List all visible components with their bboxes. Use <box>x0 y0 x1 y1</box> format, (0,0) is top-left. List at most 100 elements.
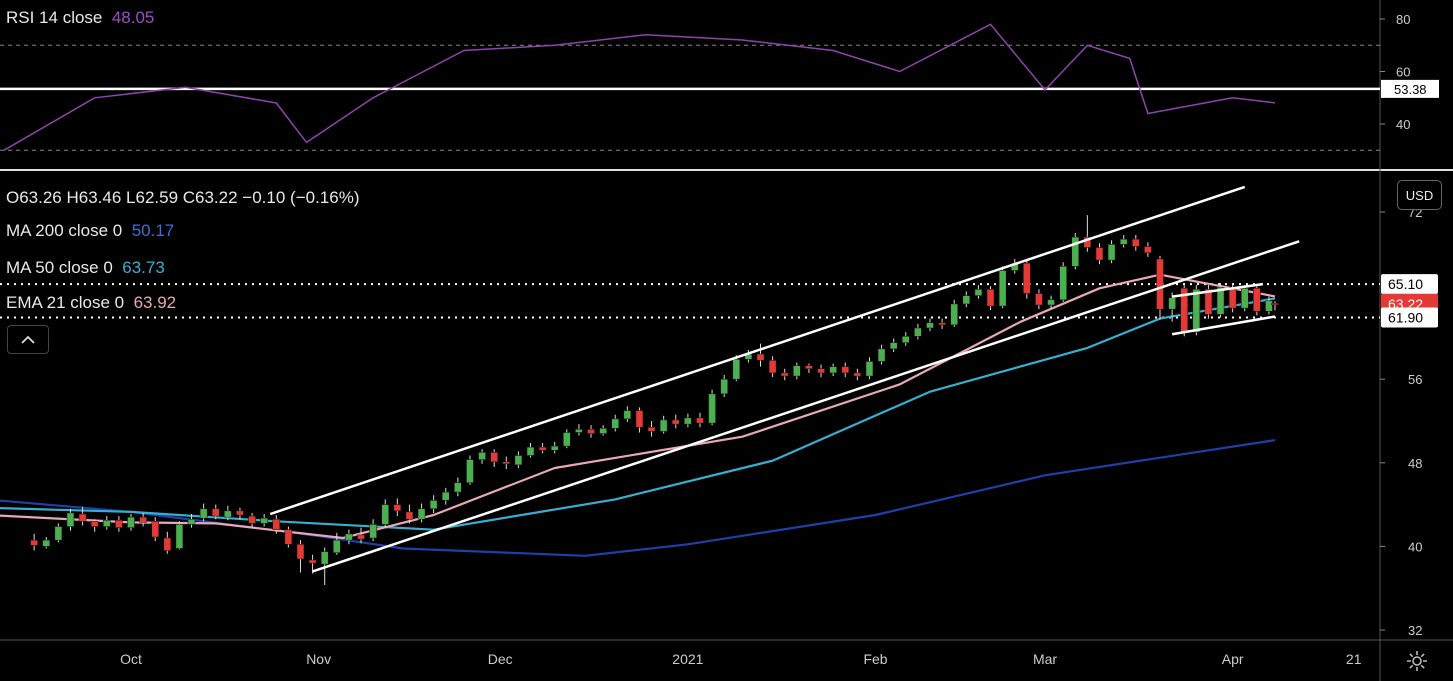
candle-body <box>902 336 910 343</box>
candle-body <box>611 418 619 429</box>
candle-body <box>236 510 244 516</box>
candle-body <box>1156 258 1164 310</box>
candle-body <box>926 322 934 329</box>
candle-body <box>587 429 595 434</box>
candle-body <box>1023 262 1031 294</box>
candle-body <box>514 455 523 466</box>
candle-body <box>1119 238 1128 245</box>
rsi-marked-label: 53.38 <box>1394 82 1427 97</box>
price-label: 65.10 <box>1388 276 1423 292</box>
price-label-bg <box>1381 307 1438 328</box>
price-tick-label: 56 <box>1408 372 1422 387</box>
candle-body <box>1047 299 1055 306</box>
candle-body <box>684 417 692 425</box>
candle-body <box>187 518 196 525</box>
price-tick-label: 48 <box>1408 456 1422 471</box>
time-axis-label: Oct <box>120 651 142 667</box>
candle-body <box>466 459 474 483</box>
candle-body <box>986 289 995 307</box>
ma-line <box>0 273 1276 540</box>
time-axis-label: Feb <box>863 651 887 667</box>
candle-body <box>308 559 317 564</box>
price-label: 61.90 <box>1388 310 1423 326</box>
candle-body <box>248 515 256 524</box>
candle-body <box>66 512 75 527</box>
candle-body <box>950 303 958 326</box>
candle-body <box>429 500 438 510</box>
candle-body <box>405 511 414 520</box>
rsi-tick-label: 80 <box>1396 12 1410 27</box>
candle-body <box>647 427 656 432</box>
ma-line <box>0 439 1276 557</box>
rsi-tick-label: 60 <box>1396 65 1410 80</box>
time-axis-label: 21 <box>1346 651 1362 667</box>
rsi-legend-value: 48.05 <box>111 8 155 27</box>
rsi-legend-label: RSI 14 close <box>6 8 103 27</box>
time-axis-label: 2021 <box>672 651 703 667</box>
candle-body <box>139 516 147 523</box>
candle-body <box>127 516 135 528</box>
rsi-marked-label-bg <box>1381 79 1439 98</box>
candle-body <box>490 452 498 463</box>
candle-body <box>42 539 51 547</box>
candle-body <box>1132 238 1140 247</box>
candle-body <box>780 372 789 377</box>
candle-body <box>1228 286 1237 309</box>
candle-body <box>30 539 38 546</box>
candle-body <box>381 504 389 525</box>
candle-body <box>1204 289 1213 315</box>
candle-body <box>115 520 123 528</box>
ma50-legend-label: MA 50 close 0 <box>6 258 113 277</box>
rsi-legend: RSI 14 close 48.05 <box>6 8 154 28</box>
candle-body <box>1168 297 1176 310</box>
candle-body <box>635 410 644 428</box>
price-tick-label: 40 <box>1408 539 1422 554</box>
candle-body <box>599 428 607 434</box>
price-label-bg <box>1381 274 1438 295</box>
candle-body <box>442 491 450 501</box>
candle-body <box>805 365 813 369</box>
candle-body <box>393 504 402 512</box>
ema21-legend: EMA 21 close 0 63.92 <box>6 293 176 313</box>
candle-body <box>829 366 837 374</box>
candle-body <box>369 524 377 539</box>
candle-body <box>732 359 741 380</box>
candle-body <box>260 517 268 524</box>
candle-body <box>478 452 486 460</box>
candle-body <box>817 368 825 374</box>
gear-icon[interactable] <box>1405 649 1429 673</box>
time-axis-label: Nov <box>306 651 331 667</box>
candle-body <box>272 518 281 530</box>
candle-body <box>550 445 559 451</box>
trendline <box>1171 315 1276 336</box>
ma200-legend-value: 50.17 <box>131 221 175 240</box>
candle-body <box>1271 303 1279 306</box>
candle-body <box>1095 247 1104 261</box>
candle-body <box>357 534 365 540</box>
trendline <box>312 240 1300 573</box>
candle-body <box>103 520 111 527</box>
time-axis-label: Mar <box>1033 651 1057 667</box>
candle-body <box>1059 266 1067 301</box>
currency-button[interactable]: USD <box>1397 180 1442 210</box>
candle-body <box>768 360 777 374</box>
candle-body <box>563 432 571 447</box>
candle-body <box>853 372 862 377</box>
candle-body <box>672 419 680 425</box>
candle-body <box>1083 236 1092 248</box>
trendline <box>269 185 1246 516</box>
candle-body <box>199 508 208 519</box>
candle-body <box>756 353 765 361</box>
candle-body <box>211 508 220 517</box>
candle-body <box>1216 286 1225 315</box>
candle-body <box>1253 288 1261 312</box>
ma200-legend-label: MA 200 close 0 <box>6 221 123 240</box>
collapse-legend-button[interactable] <box>7 325 49 354</box>
candle-body <box>284 529 293 545</box>
candle-body <box>1071 236 1080 267</box>
candle-body <box>877 348 886 362</box>
time-axis-label: Dec <box>488 651 513 667</box>
candle-body <box>1192 289 1201 333</box>
candle-body <box>938 322 946 326</box>
